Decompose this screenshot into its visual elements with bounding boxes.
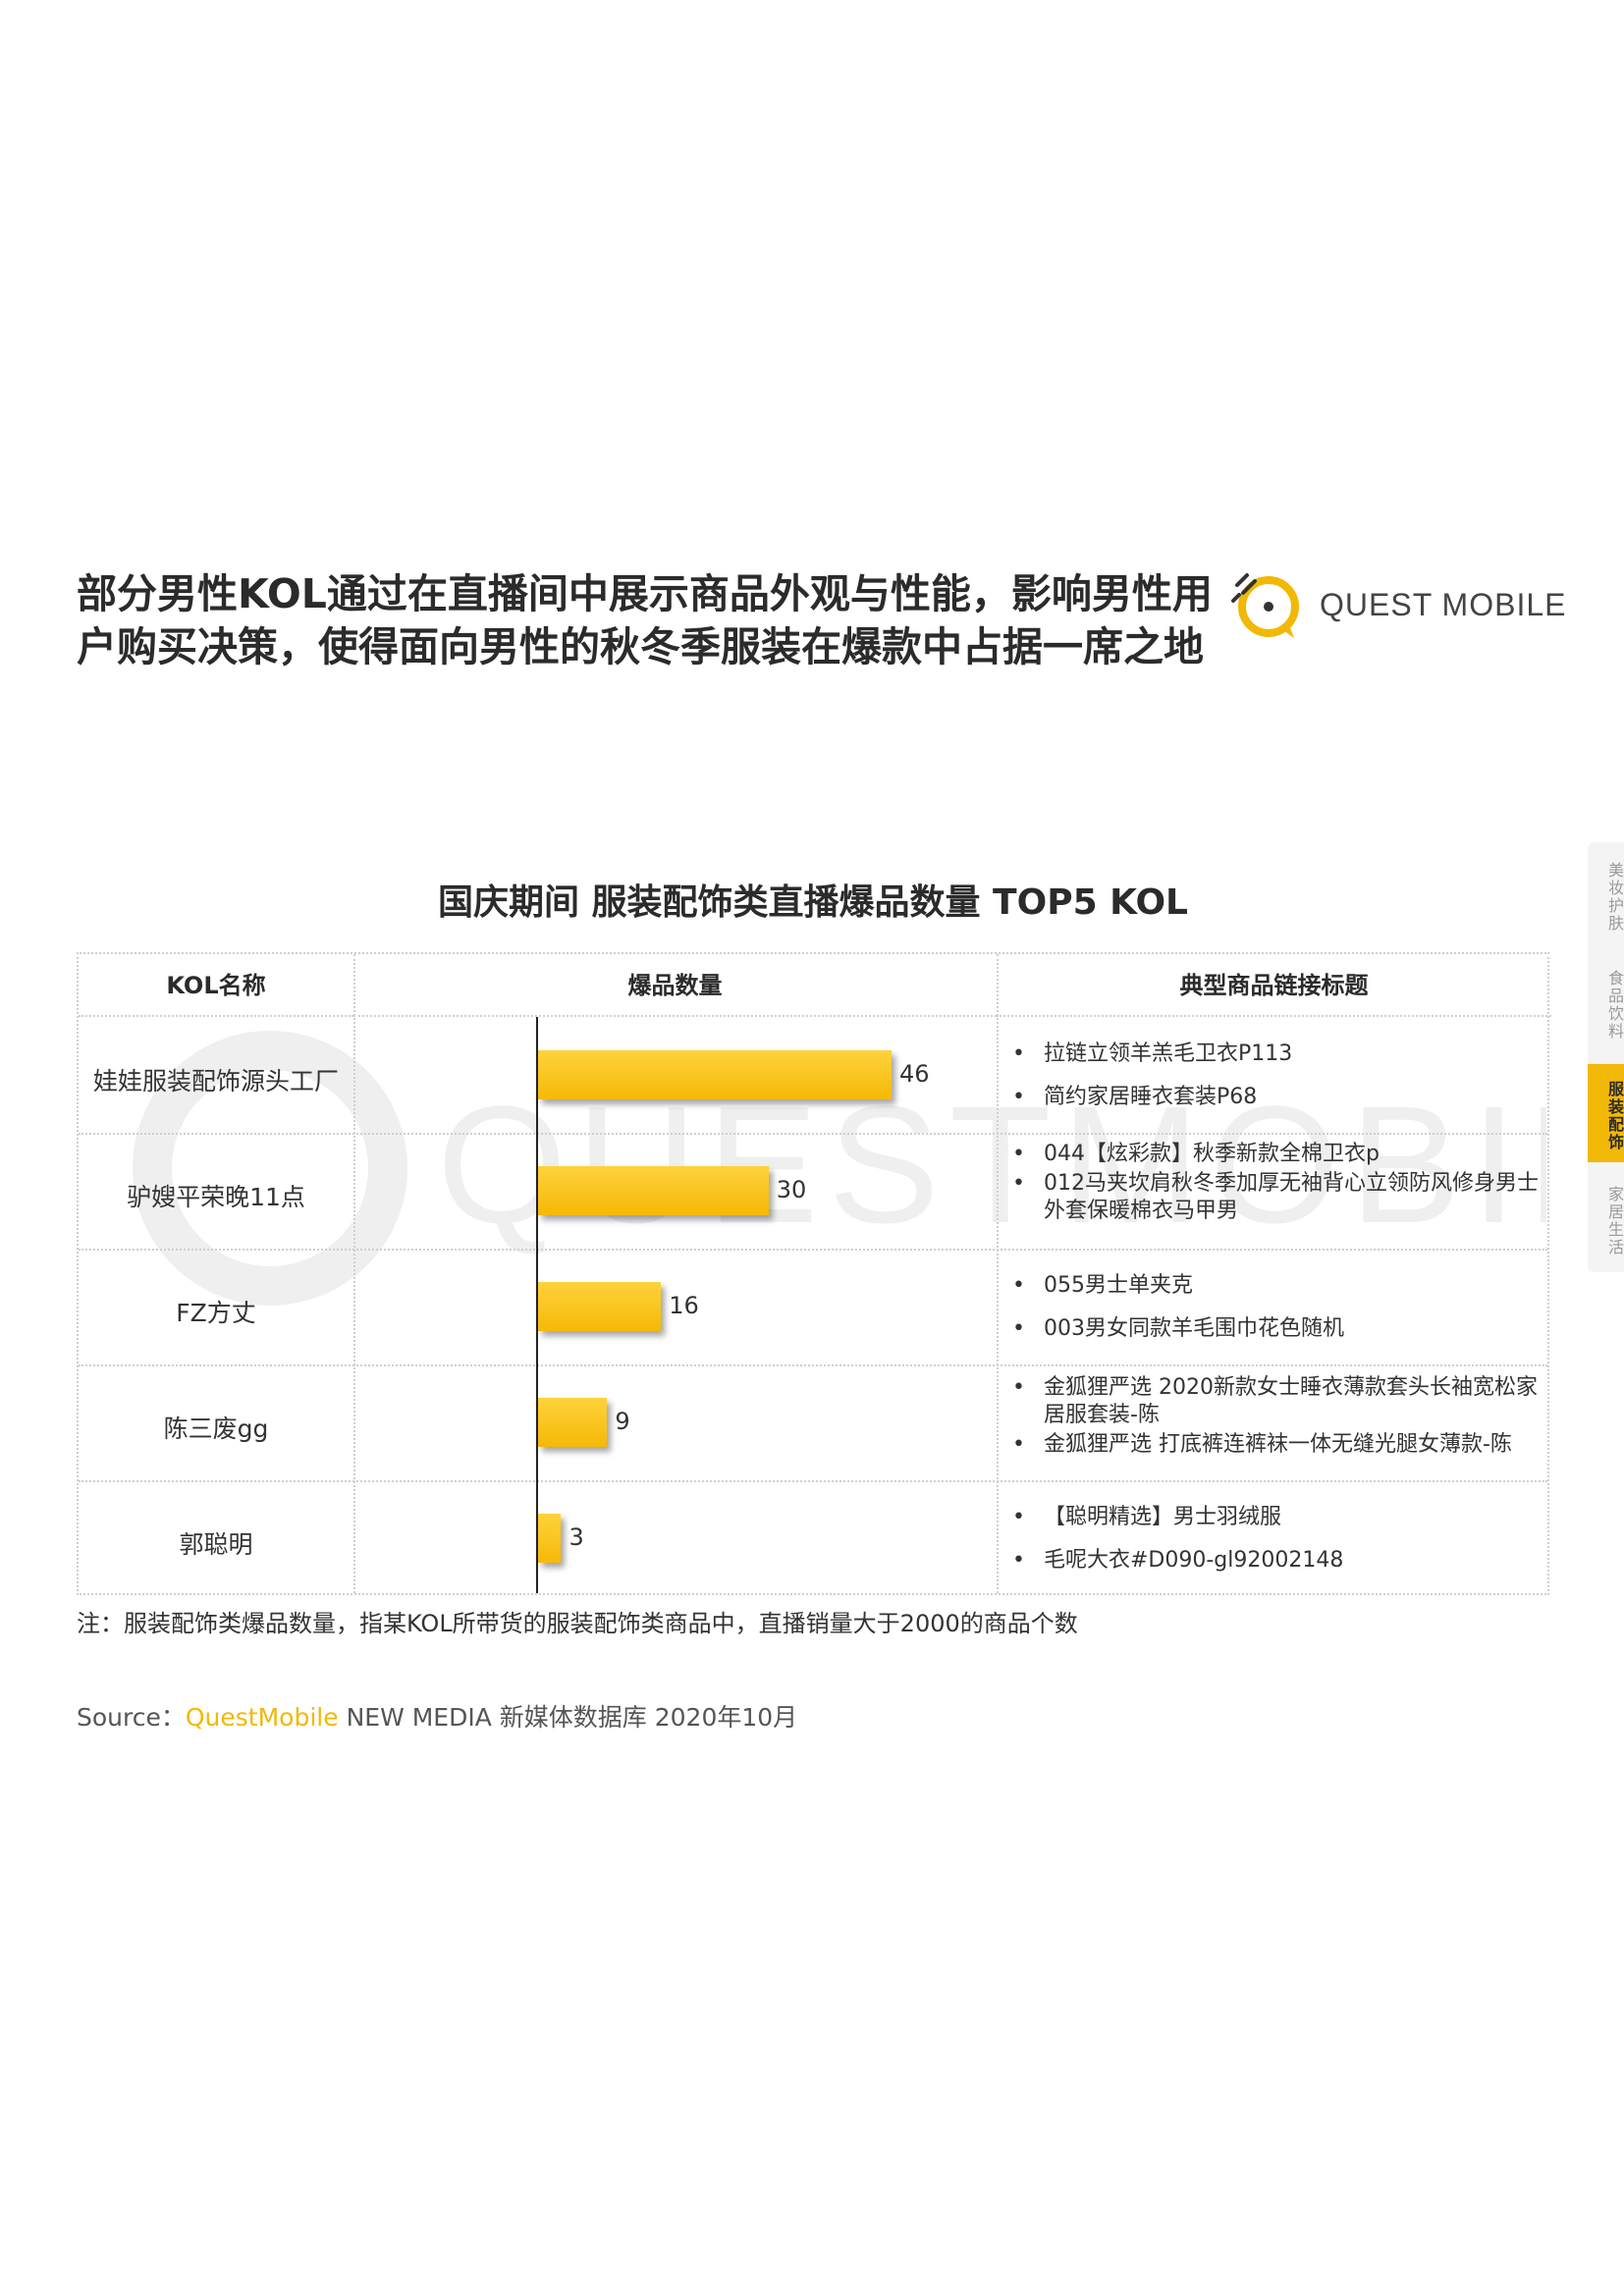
bar-3 bbox=[538, 1398, 608, 1447]
product-link-title: 044【炫彩款】秋季新款全棉卫衣p bbox=[997, 1141, 1551, 1168]
logo-text: QUEST MOBILE bbox=[1320, 587, 1567, 622]
side-nav: 美妆护肤 食品饮料 服装配饰 家居生活 bbox=[1588, 842, 1624, 1272]
bar-1 bbox=[538, 1166, 769, 1215]
kol-name: 娃娃服装配饰源头工厂 bbox=[92, 1067, 339, 1095]
product-link-title: 毛呢大衣#D090-gl92002148 bbox=[997, 1547, 1551, 1575]
source-prefix: Source： bbox=[77, 1703, 186, 1732]
quest-mobile-logo-icon bbox=[1231, 573, 1299, 638]
side-nav-item-home[interactable]: 家居生活 bbox=[1605, 1186, 1624, 1256]
source-rest: NEW MEDIA 新媒体数据库 2020年10月 bbox=[338, 1703, 798, 1732]
product-link-title: 金狐狸严选 2020新款女士睡衣薄款套头长袖宽松家居服套装-陈 bbox=[997, 1374, 1551, 1429]
bar-0 bbox=[538, 1050, 892, 1099]
row-divider bbox=[79, 1249, 1547, 1251]
product-links: 044【炫彩款】秋季新款全棉卫衣p 012马夹坎肩秋冬季加厚无袖背心立领防风修身… bbox=[997, 1141, 1551, 1241]
bar-chart-area: 46 30 16 9 3 bbox=[353, 1017, 997, 1593]
row-divider bbox=[79, 1133, 1547, 1135]
bar-2 bbox=[538, 1282, 662, 1331]
product-links: 金狐狸严选 2020新款女士睡衣薄款套头长袖宽松家居服套装-陈 金狐狸严选 打底… bbox=[997, 1374, 1551, 1474]
product-link-title: 055男士单夹克 bbox=[997, 1272, 1551, 1300]
side-nav-item-apparel[interactable]: 服装配饰 bbox=[1588, 1064, 1624, 1162]
bar-value-label: 16 bbox=[669, 1292, 699, 1319]
header-links: 典型商品链接标题 bbox=[997, 954, 1551, 1017]
product-link-title: 拉链立领羊羔毛卫衣P113 bbox=[997, 1041, 1551, 1068]
kol-name: 驴嫂平荣晚11点 bbox=[127, 1183, 305, 1211]
side-nav-item-beauty[interactable]: 美妆护肤 bbox=[1605, 862, 1624, 933]
kol-table: KOL名称 爆品数量 典型商品链接标题 娃娃服装配饰源头工厂 驴嫂平荣晚11点 … bbox=[77, 952, 1551, 1595]
quest-mobile-logo: QUEST MOBILE bbox=[1229, 567, 1565, 646]
column-divider bbox=[353, 954, 355, 1593]
headline: 部分男性KOL通过在直播间中展示商品外观与性能，影响男性用户购买决策，使得面向男… bbox=[77, 570, 1213, 670]
bar-value-label: 46 bbox=[899, 1060, 930, 1088]
footnote: 注：服装配饰类爆品数量，指某KOL所带货的服装配饰类商品中，直播销量大于2000… bbox=[77, 1610, 1078, 1637]
bar-value-label: 3 bbox=[568, 1523, 584, 1551]
product-link-title: 【聪明精选】男士羽绒服 bbox=[997, 1504, 1551, 1531]
side-nav-item-food[interactable]: 食品饮料 bbox=[1605, 970, 1624, 1041]
product-link-title: 简约家居睡衣套装P68 bbox=[997, 1084, 1551, 1111]
bar-value-label: 30 bbox=[776, 1176, 807, 1203]
product-links: 拉链立领羊羔毛卫衣P113 简约家居睡衣套装P68 bbox=[997, 1041, 1551, 1127]
source-line: Source：QuestMobile NEW MEDIA 新媒体数据库 2020… bbox=[77, 1698, 797, 1734]
bar-4 bbox=[538, 1514, 562, 1563]
product-links: 055男士单夹克 003男女同款羊毛围巾花色随机 bbox=[997, 1272, 1551, 1359]
source-brand: QuestMobile bbox=[185, 1703, 339, 1732]
product-links: 【聪明精选】男士羽绒服 毛呢大衣#D090-gl92002148 bbox=[997, 1504, 1551, 1590]
kol-name: 郭聪明 bbox=[179, 1530, 253, 1559]
kol-name: 陈三废gg bbox=[163, 1415, 269, 1443]
product-link-title: 012马夹坎肩秋冬季加厚无袖背心立领防风修身男士外套保暖棉衣马甲男 bbox=[997, 1170, 1551, 1225]
header-count: 爆品数量 bbox=[353, 954, 997, 1017]
category-axis-line bbox=[536, 1017, 538, 1593]
row-divider bbox=[79, 1364, 1547, 1366]
chart-title: 国庆期间 服装配饰类直播爆品数量 TOP5 KOL bbox=[437, 882, 1189, 923]
row-divider bbox=[79, 1480, 1547, 1482]
bar-value-label: 9 bbox=[615, 1408, 630, 1435]
product-link-title: 003男女同款羊毛围巾花色随机 bbox=[997, 1315, 1551, 1343]
product-link-title: 金狐狸严选 打底裤连裤袜一体无缝光腿女薄款-陈 bbox=[997, 1431, 1551, 1459]
header-kol-name: KOL名称 bbox=[79, 954, 353, 1017]
kol-name: FZ方丈 bbox=[176, 1299, 256, 1327]
